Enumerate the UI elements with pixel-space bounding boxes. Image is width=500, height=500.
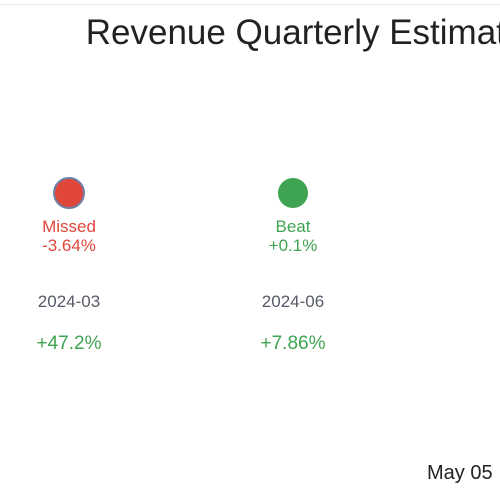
result-label-2024-06: Beat	[276, 217, 311, 236]
change-label-2024-06: +7.86%	[261, 333, 326, 354]
top-divider	[0, 4, 500, 5]
quarter-label-2024-03: 2024-03	[38, 292, 100, 311]
change-label-2024-03: +47.2%	[37, 333, 102, 354]
quarter-label-2024-06: 2024-06	[262, 292, 324, 311]
surprise-label-2024-06: +0.1%	[269, 236, 318, 255]
date-stamp: May 05	[427, 462, 493, 484]
chart-title: Revenue Quarterly Estimate History	[85, 13, 500, 52]
surprise-label-2024-03: -3.64%	[42, 236, 96, 255]
result-marker-2024-03	[53, 177, 85, 209]
result-marker-2024-06	[278, 178, 308, 208]
result-label-2024-03: Missed	[42, 217, 96, 236]
